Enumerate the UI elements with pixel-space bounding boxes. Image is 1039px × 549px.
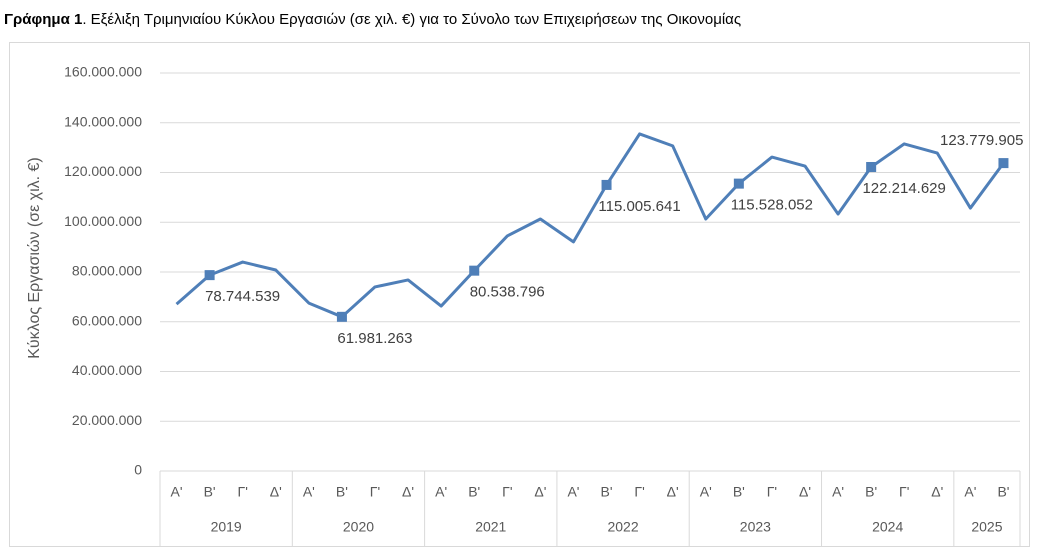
x-tick-label: Α' bbox=[171, 484, 183, 500]
x-tick-label: Γ' bbox=[767, 484, 777, 500]
x-tick-label: Δ' bbox=[534, 484, 546, 500]
x-tick-label: Δ' bbox=[931, 484, 943, 500]
x-tick-label: Β' bbox=[336, 484, 348, 500]
x-tick-label: Δ' bbox=[402, 484, 414, 500]
chart-title: Γράφημα 1. Εξέλιξη Τριμηνιαίου Κύκλου Ερ… bbox=[4, 11, 741, 28]
x-group-label: 2025 bbox=[971, 519, 1002, 535]
x-tick-label: Β' bbox=[204, 484, 216, 500]
x-group-label: 2023 bbox=[740, 519, 771, 535]
x-tick-label: Δ' bbox=[799, 484, 811, 500]
marker bbox=[469, 265, 480, 276]
x-group-label: 2020 bbox=[343, 519, 374, 535]
x-tick-label: Γ' bbox=[502, 484, 512, 500]
y-tick-label: 100.000.000 bbox=[64, 213, 142, 229]
chart-border bbox=[9, 42, 1030, 547]
y-tick-label: 80.000.000 bbox=[72, 263, 142, 279]
y-tick-label: 160.000.000 bbox=[64, 64, 142, 80]
marker bbox=[733, 178, 744, 189]
data-label: 115.005.641 bbox=[598, 198, 680, 215]
line-series bbox=[175, 132, 1005, 319]
x-tick-label: Β' bbox=[601, 484, 613, 500]
x-tick-label: Α' bbox=[567, 484, 579, 500]
x-group-label: 2021 bbox=[475, 519, 506, 535]
x-group-label: 2024 bbox=[872, 519, 903, 535]
x-group-label: 2022 bbox=[607, 519, 638, 535]
x-tick-label: Α' bbox=[435, 484, 447, 500]
data-label: 80.538.796 bbox=[470, 284, 545, 301]
y-tick-label: 0 bbox=[134, 462, 142, 478]
x-tick-label: Β' bbox=[865, 484, 877, 500]
x-tick-label: Α' bbox=[832, 484, 844, 500]
x-group-label: 2019 bbox=[211, 519, 242, 535]
x-tick-label: Β' bbox=[733, 484, 745, 500]
x-tick-label: Β' bbox=[997, 484, 1009, 500]
x-tick-label: Γ' bbox=[634, 484, 644, 500]
data-label: 115.528.052 bbox=[731, 197, 813, 214]
title-prefix: Γράφημα 1 bbox=[4, 11, 82, 28]
x-tick-label: Γ' bbox=[237, 484, 247, 500]
x-tick-label: Δ' bbox=[270, 484, 282, 500]
y-axis-title: Κύκλος Εργασιών (σε χιλ. €) bbox=[26, 157, 43, 358]
data-label: 61.981.263 bbox=[337, 330, 412, 347]
x-tick-label: Α' bbox=[700, 484, 712, 500]
x-tick-label: Δ' bbox=[667, 484, 679, 500]
y-tick-label: 20.000.000 bbox=[72, 412, 142, 428]
x-tick-label: Β' bbox=[468, 484, 480, 500]
marker bbox=[601, 179, 612, 190]
y-tick-label: 40.000.000 bbox=[72, 362, 142, 378]
marker bbox=[336, 311, 347, 322]
data-label: 122.214.629 bbox=[862, 180, 945, 197]
y-tick-label: 60.000.000 bbox=[72, 312, 142, 328]
marker bbox=[998, 158, 1009, 169]
x-tick-label: Α' bbox=[964, 484, 976, 500]
y-tick-label: 120.000.000 bbox=[64, 163, 142, 179]
marker bbox=[204, 270, 215, 281]
x-tick-label: Γ' bbox=[370, 484, 380, 500]
x-tick-label: Α' bbox=[303, 484, 315, 500]
title-text: . Εξέλιξη Τριμηνιαίου Κύκλου Εργασιών (σ… bbox=[82, 11, 741, 28]
data-label: 78.744.539 bbox=[205, 288, 280, 305]
y-tick-label: 140.000.000 bbox=[64, 113, 142, 129]
data-label: 123.779.905 bbox=[940, 132, 1023, 149]
marker bbox=[866, 161, 877, 172]
x-tick-label: Γ' bbox=[899, 484, 909, 500]
